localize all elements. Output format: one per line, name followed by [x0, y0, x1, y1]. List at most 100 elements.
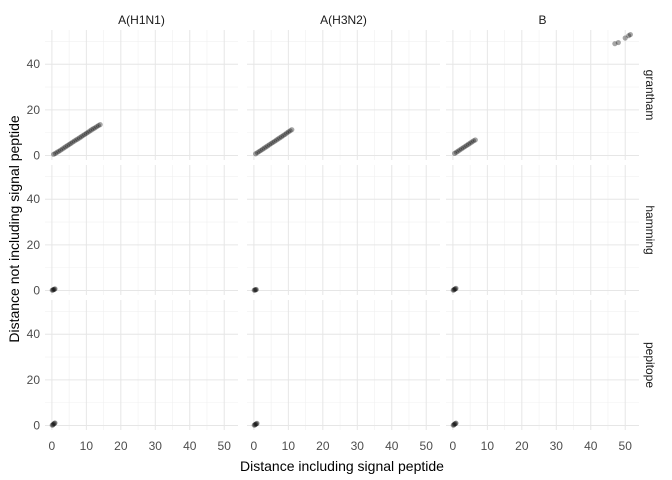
x-tick-label: 40 — [584, 439, 598, 453]
y-tick-label: 20 — [27, 373, 41, 387]
data-point — [63, 144, 69, 150]
data-point — [49, 422, 55, 428]
data-point — [87, 128, 93, 134]
data-point — [92, 125, 98, 131]
data-point — [462, 143, 468, 150]
points-A(H1N1)-grantham — [51, 122, 103, 157]
x-tick-label: 10 — [282, 439, 296, 453]
data-point — [467, 140, 473, 146]
data-point — [76, 135, 83, 141]
data-point — [50, 287, 56, 293]
x-tick-label: 40 — [385, 439, 399, 453]
data-point — [57, 147, 64, 153]
data-point — [452, 286, 458, 292]
data-point — [52, 420, 58, 426]
data-point — [51, 420, 57, 426]
x-axis-title: Distance including signal peptide — [240, 458, 444, 474]
data-point — [470, 138, 477, 144]
points-A(H3N2)-pepitope — [251, 420, 260, 428]
data-point — [278, 134, 285, 140]
data-point — [51, 421, 57, 427]
x-tick-label: 40 — [183, 439, 197, 453]
data-point — [265, 143, 271, 149]
data-point — [78, 134, 84, 140]
x-tick-label: 30 — [149, 439, 163, 453]
data-point — [80, 132, 86, 139]
data-point — [52, 150, 58, 156]
data-point — [85, 129, 91, 135]
data-point — [54, 149, 60, 155]
data-point — [273, 137, 279, 143]
data-point — [258, 147, 264, 154]
x-tick-label: 30 — [550, 439, 564, 453]
points-A(H3N2)-hamming — [251, 286, 259, 293]
data-point — [253, 151, 259, 157]
data-point — [56, 148, 62, 154]
data-point — [73, 137, 79, 143]
data-point — [251, 287, 257, 293]
x-tick-label: 20 — [114, 439, 128, 453]
data-point — [271, 138, 278, 144]
row-strip-label: hamming — [643, 205, 657, 254]
data-point — [69, 139, 76, 145]
data-point — [49, 287, 55, 293]
data-point — [622, 35, 628, 41]
data-point — [266, 142, 273, 148]
data-point — [253, 287, 259, 293]
data-point — [71, 138, 77, 144]
column-strip-label: A(H1N1) — [118, 13, 165, 27]
data-point — [282, 131, 288, 138]
x-tick-label: 0 — [251, 439, 258, 453]
data-point — [277, 135, 283, 141]
data-point — [452, 286, 458, 292]
x-tick-label: 0 — [450, 439, 457, 453]
points-A(H3N2)-grantham — [253, 127, 295, 157]
x-tick-label: 20 — [515, 439, 529, 453]
data-point — [464, 142, 470, 149]
data-point — [452, 421, 458, 427]
axis-ticks: 0 10 20 30 40 50 0 10 20 30 40 50 0 10 20 30 40 50 0 20 40 0 2… — [27, 57, 633, 453]
data-point — [82, 131, 88, 138]
data-point — [450, 422, 456, 428]
data-point — [252, 287, 258, 293]
column-strip-label: B — [538, 13, 546, 27]
data-point — [75, 136, 81, 142]
data-point — [451, 287, 457, 293]
points-B-pepitope — [450, 420, 459, 428]
y-tick-label: 20 — [27, 238, 41, 252]
x-tick-label: 10 — [481, 439, 495, 453]
data-point — [453, 420, 459, 426]
points-A(H1N1)-pepitope — [49, 420, 58, 428]
data-point — [59, 146, 65, 152]
data-point — [256, 148, 262, 155]
data-point — [254, 150, 260, 156]
x-tick-label: 10 — [80, 439, 94, 453]
data-point — [270, 139, 276, 146]
panel-B-pepitope — [446, 300, 639, 430]
data-point — [275, 136, 281, 142]
data-point — [83, 130, 89, 136]
data-point — [458, 146, 465, 152]
data-point — [64, 143, 71, 149]
data-point — [51, 286, 57, 293]
x-tick-label: 50 — [619, 439, 633, 453]
panel-A(H3N2)-grantham — [247, 30, 440, 160]
panel-A(H3N2)-pepitope — [247, 300, 440, 430]
data-point — [259, 146, 266, 152]
x-tick-label: 0 — [49, 439, 56, 453]
y-tick-label: 40 — [27, 192, 41, 206]
data-point — [453, 285, 459, 291]
panel-A(H3N2)-hamming — [247, 165, 440, 295]
data-point — [465, 141, 472, 147]
data-point — [455, 148, 461, 154]
panel-grid — [45, 30, 639, 430]
data-point — [452, 150, 458, 156]
data-point — [452, 421, 458, 427]
data-point — [50, 422, 56, 428]
data-point — [97, 122, 103, 128]
data-point — [251, 422, 257, 428]
row-strip-label: grantham — [643, 70, 657, 121]
y-tick-label: 20 — [27, 103, 41, 117]
data-point — [289, 127, 295, 133]
